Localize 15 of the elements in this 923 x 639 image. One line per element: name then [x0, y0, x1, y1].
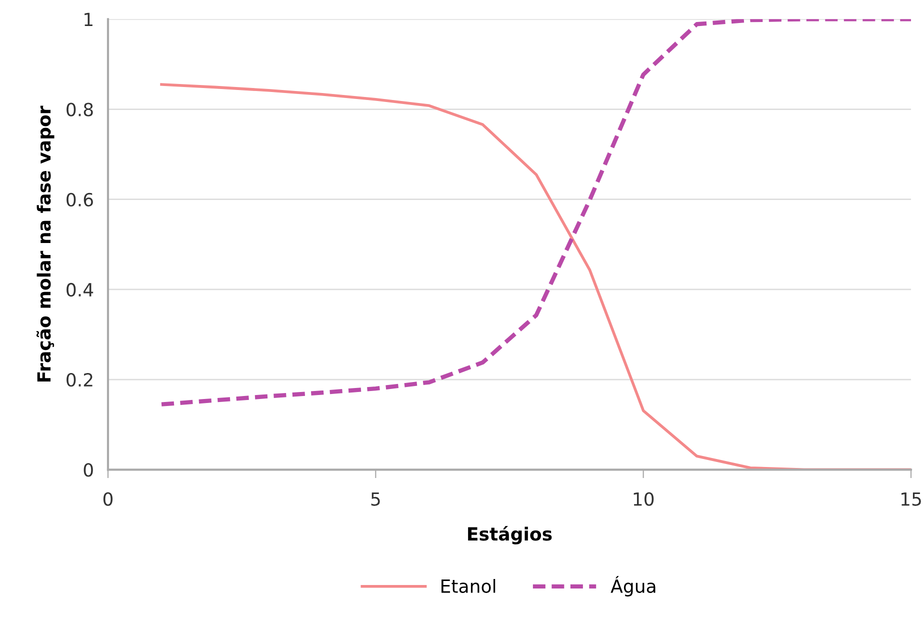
x-tick-label: 0 [103, 492, 113, 506]
y-tick-label: 0.2 [66, 373, 92, 387]
y-tick-label: 0 [84, 463, 93, 477]
legend-label: Etanol [442, 579, 496, 593]
x-axis-title: Estágios [468, 526, 552, 544]
line-series [159, 19, 911, 406]
y-axis-title: Fração molar na fase vapor [36, 106, 54, 382]
y-tick-label: 1 [84, 12, 92, 26]
x-tick-label: 5 [371, 492, 380, 506]
y-tick-label: 0.4 [66, 282, 94, 297]
legend-label: Água [610, 576, 656, 596]
y-tick-label: 0.8 [66, 102, 93, 116]
y-tick-label: 0.6 [66, 192, 93, 206]
x-tick-label: 15 [901, 492, 921, 506]
x-tick-label: 10 [634, 492, 654, 506]
